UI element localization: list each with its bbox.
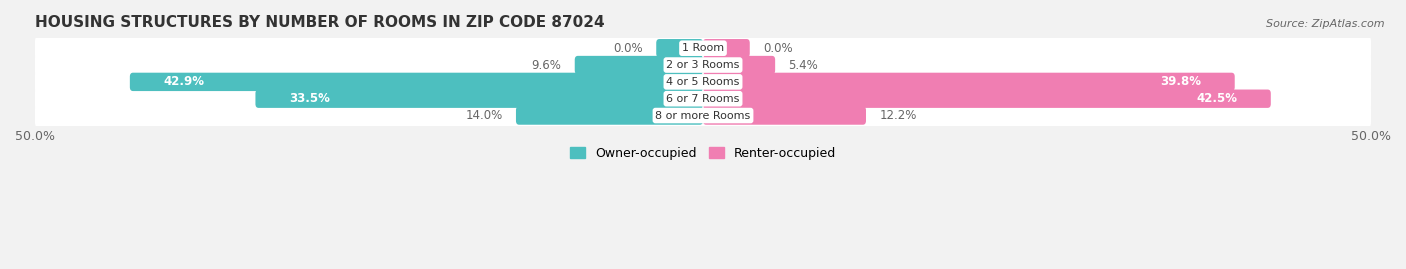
FancyBboxPatch shape [35,103,1371,128]
Text: 5.4%: 5.4% [789,59,818,72]
FancyBboxPatch shape [35,86,1371,111]
FancyBboxPatch shape [575,56,703,74]
Text: 4 or 5 Rooms: 4 or 5 Rooms [666,77,740,87]
Legend: Owner-occupied, Renter-occupied: Owner-occupied, Renter-occupied [565,142,841,165]
FancyBboxPatch shape [35,52,1371,78]
Text: 42.5%: 42.5% [1197,92,1237,105]
Text: 0.0%: 0.0% [763,42,793,55]
Text: Source: ZipAtlas.com: Source: ZipAtlas.com [1267,19,1385,29]
FancyBboxPatch shape [516,106,703,125]
FancyBboxPatch shape [703,73,1234,91]
FancyBboxPatch shape [35,36,1371,61]
FancyBboxPatch shape [256,90,703,108]
FancyBboxPatch shape [703,106,866,125]
Text: 12.2%: 12.2% [879,109,917,122]
FancyBboxPatch shape [703,56,775,74]
Text: 42.9%: 42.9% [163,75,204,89]
Text: 1 Room: 1 Room [682,43,724,53]
Text: 0.0%: 0.0% [613,42,643,55]
Text: 6 or 7 Rooms: 6 or 7 Rooms [666,94,740,104]
FancyBboxPatch shape [703,90,1271,108]
FancyBboxPatch shape [129,73,703,91]
Text: 33.5%: 33.5% [288,92,330,105]
Text: 39.8%: 39.8% [1160,75,1201,89]
Text: HOUSING STRUCTURES BY NUMBER OF ROOMS IN ZIP CODE 87024: HOUSING STRUCTURES BY NUMBER OF ROOMS IN… [35,15,605,30]
Text: 9.6%: 9.6% [531,59,561,72]
FancyBboxPatch shape [657,39,703,57]
Text: 2 or 3 Rooms: 2 or 3 Rooms [666,60,740,70]
FancyBboxPatch shape [703,39,749,57]
Text: 8 or more Rooms: 8 or more Rooms [655,111,751,121]
Text: 14.0%: 14.0% [465,109,502,122]
FancyBboxPatch shape [35,69,1371,95]
